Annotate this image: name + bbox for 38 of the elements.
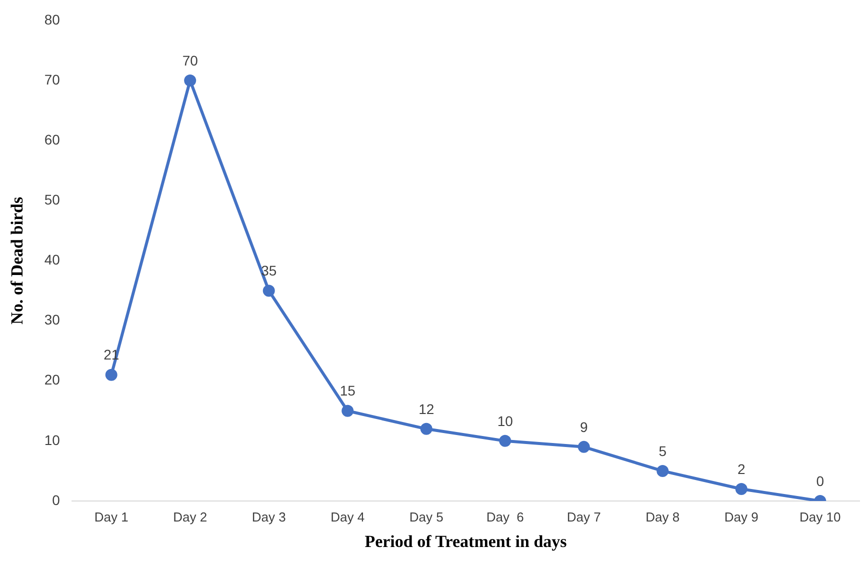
data-label: 15	[340, 382, 356, 399]
point	[420, 422, 432, 435]
point	[184, 74, 196, 86]
x-tick-label: Day 7	[566, 509, 601, 524]
point	[105, 368, 118, 381]
y-tick-label: 50	[44, 191, 60, 208]
point	[262, 284, 275, 297]
y-tick-label: 60	[44, 131, 60, 148]
y-tick-label: 30	[44, 312, 60, 328]
point	[656, 464, 669, 477]
y-tick-label: 0	[52, 492, 60, 508]
x-tick-label: Day 6	[486, 509, 524, 524]
data-label: 5	[658, 442, 667, 459]
point	[578, 440, 590, 453]
y-tick-label: 10	[44, 432, 60, 448]
data-label: 0	[816, 472, 824, 489]
y-tick-label: 40	[44, 252, 60, 268]
x-tick-label: Day 4	[330, 509, 365, 524]
x-tick-label: Day 1	[94, 509, 128, 524]
y-tick-label: 80	[44, 11, 60, 28]
data-label: 9	[580, 418, 588, 435]
x-tick-label: Day 5	[409, 509, 444, 524]
x-axis-title: Period of Treatment in days	[364, 532, 568, 552]
x-tick-label: Day 10	[800, 509, 841, 524]
y-axis-title: No. of Dead birds	[8, 196, 27, 324]
y-tick-label: 20	[44, 372, 60, 388]
x-tick-label: Day 2	[173, 509, 208, 524]
x-tick-label: Day 8	[646, 509, 680, 524]
point	[735, 482, 748, 495]
data-label: 10	[497, 412, 514, 429]
point	[342, 404, 354, 417]
data-label: 70	[182, 52, 198, 68]
x-tick-label: Day 3	[252, 509, 286, 524]
x-tick-label: Day 9	[724, 509, 758, 524]
data-label: 12	[418, 400, 434, 417]
y-tick-label: 70	[44, 71, 60, 88]
point	[499, 434, 512, 447]
data-label: 2	[737, 460, 746, 477]
